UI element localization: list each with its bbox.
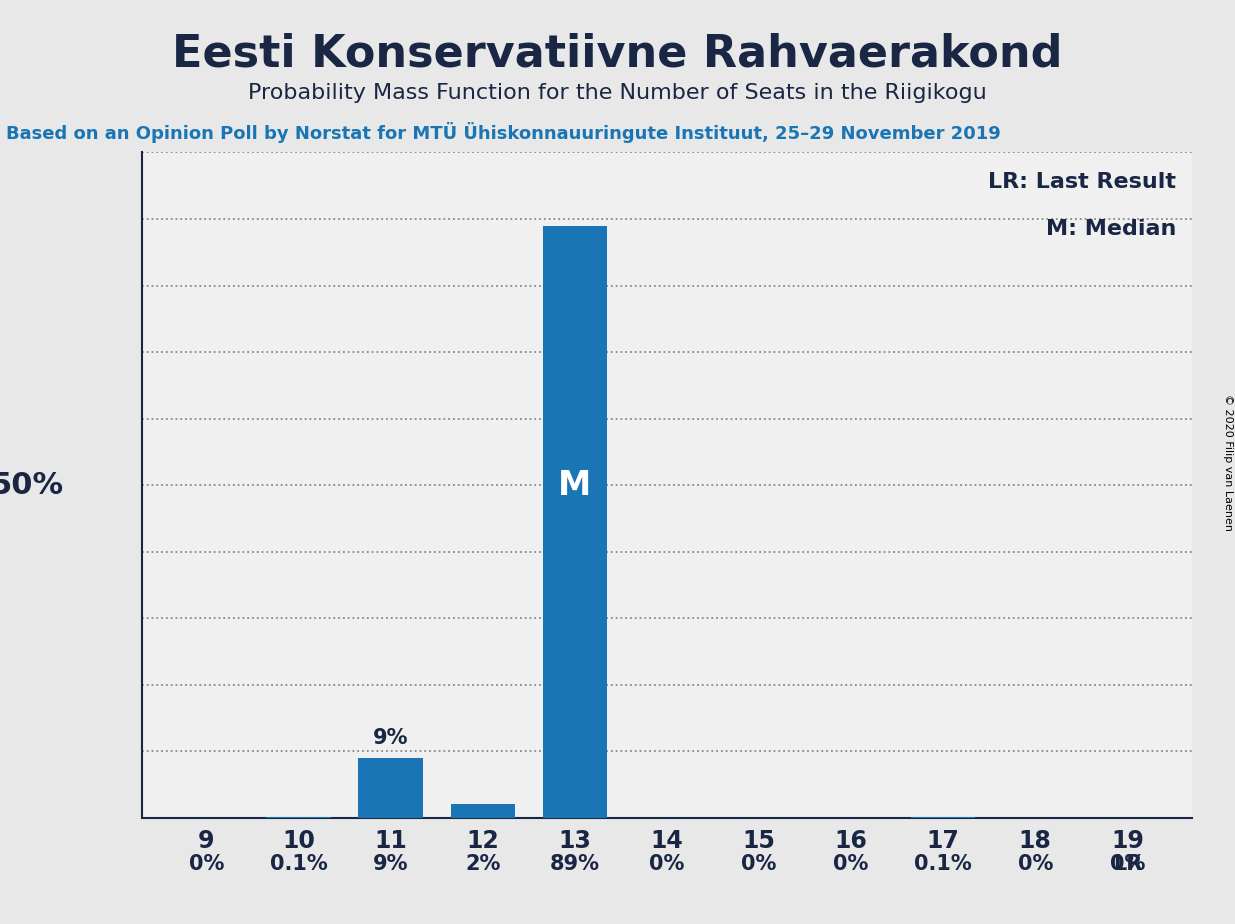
Text: Eesti Konservatiivne Rahvaerakond: Eesti Konservatiivne Rahvaerakond (172, 32, 1063, 76)
Text: LR: LR (1113, 855, 1142, 874)
Text: 0%: 0% (834, 855, 868, 874)
Text: 89%: 89% (550, 855, 600, 874)
Text: 0%: 0% (741, 855, 777, 874)
Text: 50%: 50% (0, 470, 63, 500)
Text: 0.1%: 0.1% (914, 855, 972, 874)
Bar (358, 758, 422, 818)
Bar (542, 225, 608, 818)
Text: 9%: 9% (373, 855, 409, 874)
Text: 0%: 0% (650, 855, 684, 874)
Text: M: M (558, 468, 592, 502)
Text: LR: Last Result: LR: Last Result (988, 173, 1176, 192)
Text: 0%: 0% (1018, 855, 1053, 874)
Text: 2%: 2% (466, 855, 500, 874)
Text: M: Median: M: Median (1046, 219, 1176, 239)
Text: 0%: 0% (189, 855, 225, 874)
Text: Based on an Opinion Poll by Norstat for MTÜ Ühiskonnauuringute Instituut, 25–29 : Based on an Opinion Poll by Norstat for … (6, 122, 1000, 143)
Text: 9%: 9% (373, 728, 409, 748)
Text: 0%: 0% (1109, 855, 1145, 874)
Text: Probability Mass Function for the Number of Seats in the Riigikogu: Probability Mass Function for the Number… (248, 83, 987, 103)
Text: 0.1%: 0.1% (269, 855, 327, 874)
Text: © 2020 Filip van Laenen: © 2020 Filip van Laenen (1223, 394, 1233, 530)
Bar (451, 805, 515, 818)
